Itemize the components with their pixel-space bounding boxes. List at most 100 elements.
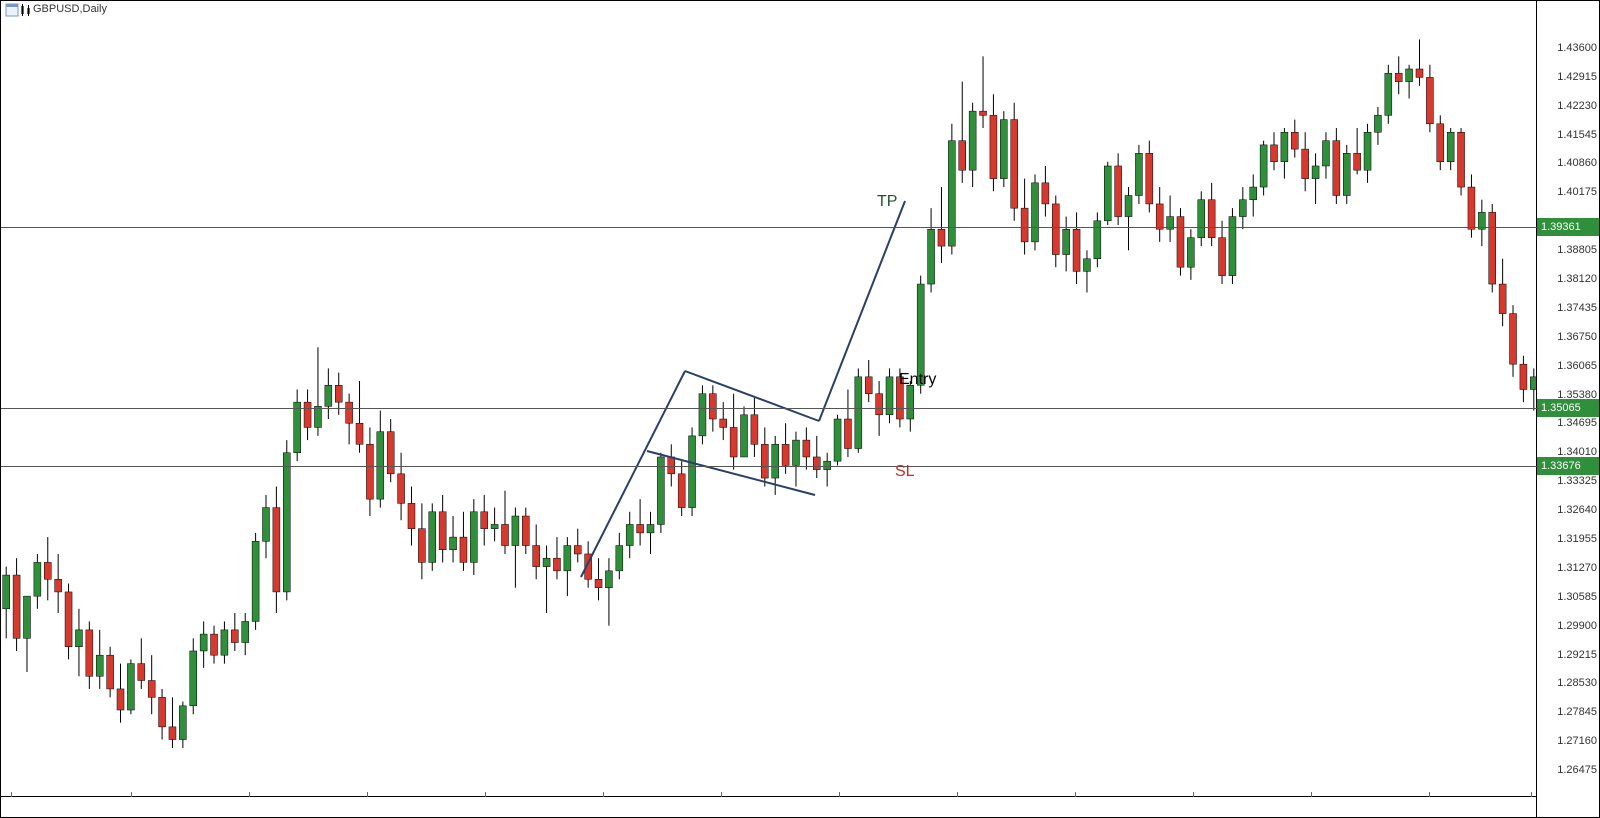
x-tick bbox=[957, 792, 958, 797]
y-tick-label: 1.31955 bbox=[1557, 533, 1597, 545]
candle-down bbox=[211, 634, 218, 655]
candle-down bbox=[980, 111, 987, 115]
x-tick bbox=[1075, 792, 1076, 797]
candle-up bbox=[834, 419, 841, 461]
candle-down bbox=[1510, 314, 1517, 365]
candle-down bbox=[1073, 229, 1080, 271]
candle-up bbox=[772, 444, 779, 478]
candle-down bbox=[408, 503, 415, 528]
candle-down bbox=[1468, 187, 1475, 229]
candle-up bbox=[792, 440, 799, 465]
candle-down bbox=[761, 444, 768, 478]
candle-down bbox=[1520, 364, 1527, 389]
candle-down bbox=[387, 432, 394, 474]
candle-down bbox=[366, 444, 373, 499]
candle-down bbox=[668, 457, 675, 474]
y-tick-label: 1.37435 bbox=[1557, 302, 1597, 314]
candle-down bbox=[1042, 183, 1049, 204]
candle-down bbox=[1333, 141, 1340, 196]
y-tick-label: 1.27160 bbox=[1557, 735, 1597, 747]
candle-up bbox=[429, 512, 436, 563]
candle-down bbox=[813, 457, 820, 470]
candle-up bbox=[1322, 141, 1329, 166]
candle-up bbox=[242, 621, 249, 642]
candle-up bbox=[179, 706, 186, 740]
candle-up bbox=[1187, 238, 1194, 268]
x-tick bbox=[839, 792, 840, 797]
candle-up bbox=[699, 394, 706, 436]
annotation-entry: Entry bbox=[899, 371, 936, 389]
candle-down bbox=[460, 537, 467, 562]
candle-up bbox=[1250, 187, 1257, 200]
candle-down bbox=[1177, 217, 1184, 268]
candle-down bbox=[1426, 77, 1433, 123]
candle-up bbox=[1406, 69, 1413, 82]
y-tick-label: 1.38805 bbox=[1557, 244, 1597, 256]
candle-down bbox=[844, 419, 851, 449]
candle-up bbox=[377, 432, 384, 499]
candle-up bbox=[1281, 132, 1288, 162]
candle-up bbox=[907, 385, 914, 419]
x-tick bbox=[1531, 792, 1532, 797]
candle-down bbox=[522, 516, 529, 546]
x-tick bbox=[1429, 792, 1430, 797]
candle-up bbox=[969, 111, 976, 170]
candle-down bbox=[1146, 153, 1153, 204]
candle-down bbox=[481, 512, 488, 529]
y-tick-label: 1.29215 bbox=[1557, 649, 1597, 661]
candle-up bbox=[543, 558, 550, 566]
price-tag: 1.39361 bbox=[1537, 218, 1599, 236]
candle-down bbox=[138, 664, 145, 681]
candle-up bbox=[605, 571, 612, 588]
candle-up bbox=[1031, 183, 1038, 242]
y-tick-label: 1.33325 bbox=[1557, 475, 1597, 487]
candle-up bbox=[127, 664, 134, 710]
candle-down bbox=[574, 546, 581, 554]
candle-down bbox=[1156, 204, 1163, 229]
candle-up bbox=[75, 630, 82, 647]
candle-up bbox=[34, 562, 41, 596]
candle-down bbox=[1437, 124, 1444, 162]
price-tag: 1.33676 bbox=[1537, 457, 1599, 475]
candle-down bbox=[1052, 204, 1059, 255]
candle-up bbox=[1385, 73, 1392, 115]
candle-up bbox=[294, 402, 301, 453]
x-tick bbox=[721, 792, 722, 797]
candle-down bbox=[439, 512, 446, 550]
candle-down bbox=[595, 579, 602, 587]
y-tick-label: 1.42915 bbox=[1557, 71, 1597, 83]
candle-down bbox=[346, 402, 353, 423]
candle-up bbox=[1312, 166, 1319, 179]
candle-up bbox=[741, 415, 748, 457]
candle-up bbox=[616, 546, 623, 571]
candle-up bbox=[1260, 145, 1267, 187]
candle-up bbox=[512, 516, 519, 546]
candlestick-svg bbox=[1, 1, 1539, 801]
candle-up bbox=[689, 436, 696, 508]
y-tick-label: 1.36750 bbox=[1557, 331, 1597, 343]
candle-up bbox=[252, 541, 259, 621]
candle-down bbox=[1302, 149, 1309, 179]
candle-down bbox=[418, 529, 425, 563]
candle-down bbox=[1011, 120, 1018, 209]
candle-up bbox=[1447, 132, 1454, 162]
horizontal-level-line bbox=[1, 227, 1539, 228]
candle-down bbox=[709, 394, 716, 419]
x-tick bbox=[1193, 792, 1194, 797]
price-tag: 1.35065 bbox=[1537, 399, 1599, 417]
y-tick-label: 1.40860 bbox=[1557, 157, 1597, 169]
candle-up bbox=[1104, 166, 1111, 221]
candle-down bbox=[720, 419, 727, 427]
candle-up bbox=[647, 524, 654, 532]
candle-down bbox=[1395, 73, 1402, 81]
candle-down bbox=[637, 524, 644, 532]
candle-down bbox=[107, 655, 114, 689]
candle-down bbox=[959, 141, 966, 171]
candle-down bbox=[1271, 145, 1278, 162]
candle-down bbox=[1208, 200, 1215, 238]
x-tick bbox=[131, 792, 132, 797]
candle-down bbox=[1416, 69, 1423, 77]
x-tick bbox=[485, 792, 486, 797]
candle-down bbox=[13, 575, 20, 638]
candle-up bbox=[824, 461, 831, 469]
